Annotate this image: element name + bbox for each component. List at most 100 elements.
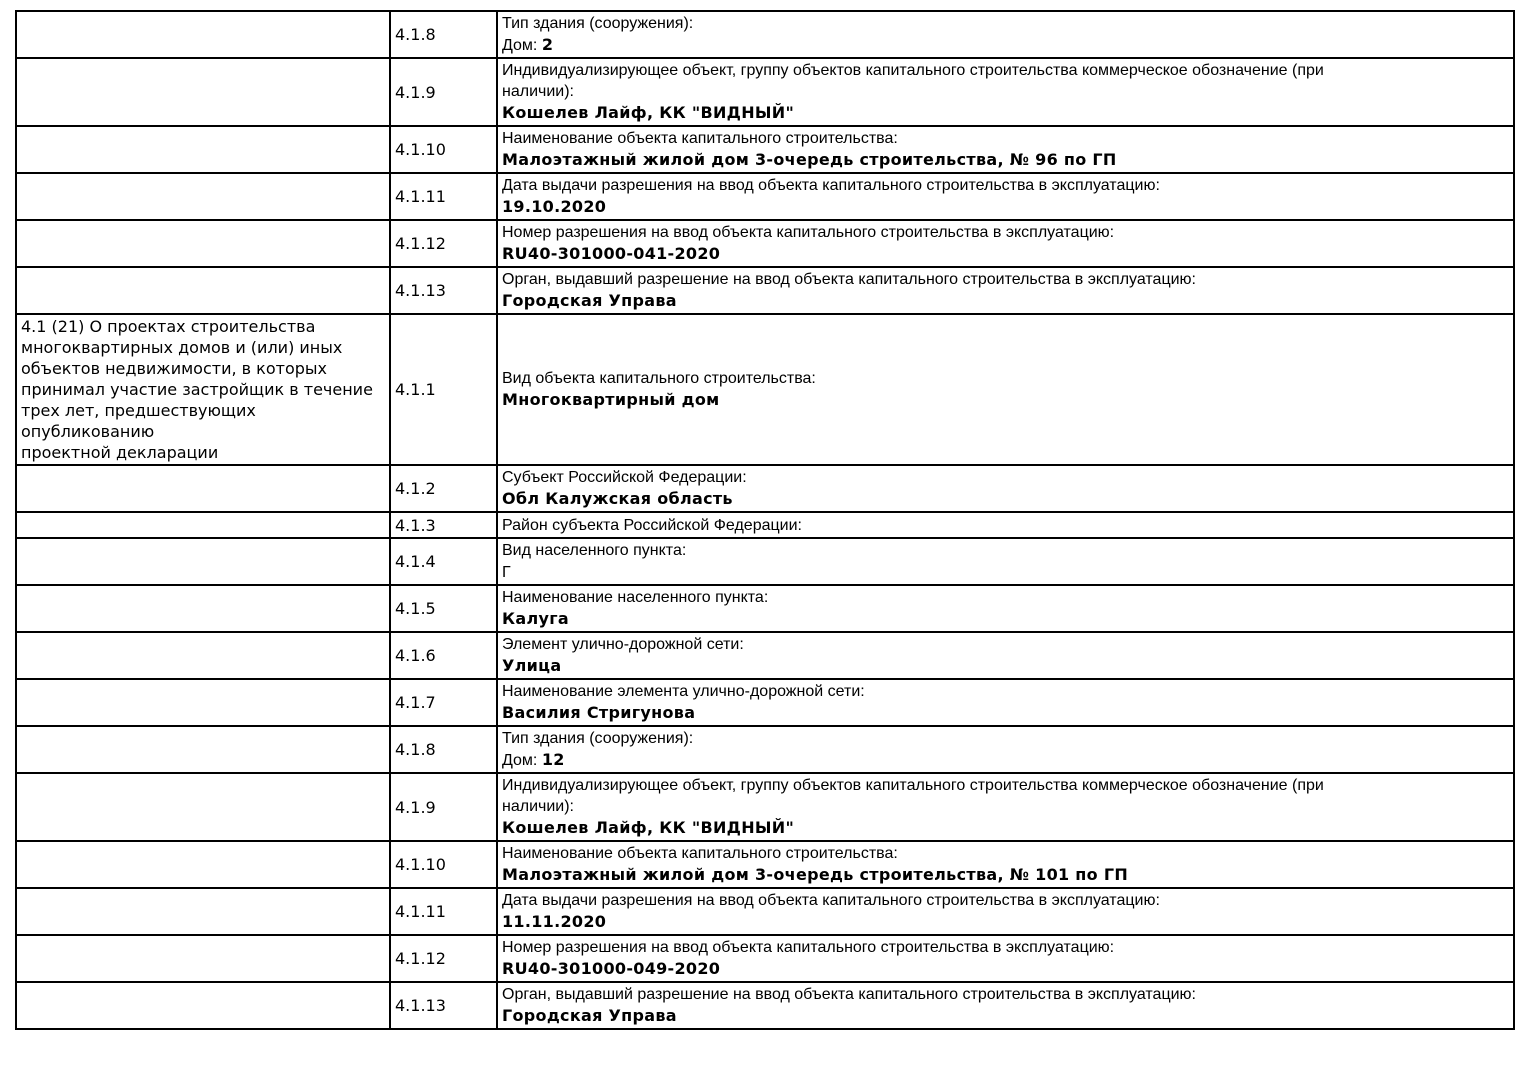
field-cell: Номер разрешения на ввод объекта капитал… xyxy=(496,934,1515,983)
row-code: 4.1.9 xyxy=(395,82,436,102)
field-cell: Индивидуализирующее объект, группу объек… xyxy=(496,57,1515,127)
section-cell xyxy=(15,887,391,936)
field-label: Индивидуализирующее объект, группу объек… xyxy=(502,62,1324,100)
section-cell xyxy=(15,511,391,539)
row-code: 4.1.7 xyxy=(395,693,436,712)
field-value-line: Улица xyxy=(502,655,1509,677)
field-value: Кошелев Лайф, КК "ВИДНЫЙ" xyxy=(502,103,795,122)
code-cell: 4.1.5 xyxy=(389,584,498,633)
field-value-line: Дом: 12 xyxy=(502,749,1509,771)
field-value: Кошелев Лайф, КК "ВИДНЫЙ" xyxy=(502,818,795,837)
table-row: 4.1.6 Элемент улично-дорожной сети: Улиц… xyxy=(15,631,1515,680)
table-row: 4.1.10 Наименование объекта капитального… xyxy=(15,125,1515,174)
table-row: 4.1.12 Номер разрешения на ввод объекта … xyxy=(15,219,1515,268)
table-row: 4.1.7 Наименование элемента улично-дорож… xyxy=(15,678,1515,727)
field-cell: Наименование населенного пункта: Калуга xyxy=(496,584,1515,633)
value-prefix: Дом: xyxy=(502,752,542,769)
field-value-line: 19.10.2020 xyxy=(502,196,1509,218)
table-row: 4.1.3 Район субъекта Российской Федераци… xyxy=(15,511,1515,539)
field-label: Наименование объекта капитального строит… xyxy=(502,845,898,862)
field-label: Тип здания (сооружения): xyxy=(502,15,694,32)
section-cell xyxy=(15,772,391,842)
table-row: 4.1.2 Субъект Российской Федерации: Обл … xyxy=(15,464,1515,513)
table-row: 4.1.9 Индивидуализирующее объект, группу… xyxy=(15,772,1515,842)
field-cell: Дата выдачи разрешения на ввод объекта к… xyxy=(496,887,1515,936)
field-label: Субъект Российской Федерации: xyxy=(502,469,747,486)
section-cell xyxy=(15,464,391,513)
field-value: 2 xyxy=(541,35,554,54)
field-value: Малоэтажный жилой дом 3-очередь строител… xyxy=(502,150,1117,169)
field-label: Дата выдачи разрешения на ввод объекта к… xyxy=(502,177,1160,194)
field-cell: Тип здания (сооружения): Дом: 2 xyxy=(496,10,1515,59)
field-label: Дата выдачи разрешения на ввод объекта к… xyxy=(502,892,1160,909)
field-cell: Вид населенного пункта: Г xyxy=(496,537,1515,586)
section-cell xyxy=(15,678,391,727)
field-label: Номер разрешения на ввод объекта капитал… xyxy=(502,224,1115,241)
field-cell: Орган, выдавший разрешение на ввод объек… xyxy=(496,981,1515,1030)
field-label: Наименование населенного пункта: xyxy=(502,589,769,606)
section-cell xyxy=(15,172,391,221)
section-cell xyxy=(15,219,391,268)
field-cell: Индивидуализирующее объект, группу объек… xyxy=(496,772,1515,842)
field-value: Василия Стригунова xyxy=(502,703,696,722)
field-value-line: RU40-301000-041-2020 xyxy=(502,243,1509,265)
field-cell: Элемент улично-дорожной сети: Улица xyxy=(496,631,1515,680)
row-code: 4.1.9 xyxy=(395,797,436,817)
field-value-line: Обл Калужская область xyxy=(502,488,1509,510)
field-cell: Орган, выдавший разрешение на ввод объек… xyxy=(496,266,1515,315)
field-value: Городская Управа xyxy=(502,291,677,310)
field-cell: Субъект Российской Федерации: Обл Калужс… xyxy=(496,464,1515,513)
code-cell: 4.1.12 xyxy=(389,934,498,983)
section-cell xyxy=(15,840,391,889)
row-code: 4.1.12 xyxy=(395,234,446,253)
field-label: Вид объекта капитального строительства: xyxy=(502,370,816,387)
code-cell: 4.1.10 xyxy=(389,125,498,174)
field-value-line: Василия Стригунова xyxy=(502,702,1509,724)
field-value-line: Многоквартирный дом xyxy=(502,389,1509,411)
field-cell: Вид объекта капитального строительства: … xyxy=(496,313,1515,466)
field-cell: Наименование элемента улично-дорожной се… xyxy=(496,678,1515,727)
code-cell: 4.1.8 xyxy=(389,10,498,59)
row-code: 4.1.3 xyxy=(395,515,436,535)
code-cell: 4.1.8 xyxy=(389,725,498,774)
declaration-table: 4.1.8 Тип здания (сооружения): Дом: 2 4.… xyxy=(15,10,1515,1030)
row-code: 4.1.6 xyxy=(395,646,436,665)
field-value: 12 xyxy=(541,750,565,769)
section-cell xyxy=(15,537,391,586)
table-row: 4.1 (21) О проектах строительства многок… xyxy=(15,313,1515,466)
field-value-line: Кошелев Лайф, КК "ВИДНЫЙ" xyxy=(502,817,1509,839)
row-code: 4.1.5 xyxy=(395,599,436,618)
row-code: 4.1.12 xyxy=(395,949,446,968)
field-cell: Район субъекта Российской Федерации: xyxy=(496,511,1515,539)
section-cell xyxy=(15,57,391,127)
section-cell xyxy=(15,725,391,774)
section-cell xyxy=(15,266,391,315)
row-code: 4.1.10 xyxy=(395,140,446,159)
row-code: 4.1.8 xyxy=(395,25,436,44)
section-cell xyxy=(15,10,391,59)
field-value-line: Дом: 2 xyxy=(502,34,1509,56)
row-code: 4.1.10 xyxy=(395,855,446,874)
declaration-table-body: 4.1.8 Тип здания (сооружения): Дом: 2 4.… xyxy=(15,10,1515,1030)
field-value: Малоэтажный жилой дом 3-очередь строител… xyxy=(502,865,1129,884)
code-cell: 4.1.11 xyxy=(389,172,498,221)
section-cell xyxy=(15,584,391,633)
field-value-line: Кошелев Лайф, КК "ВИДНЫЙ" xyxy=(502,102,1509,124)
table-row: 4.1.10 Наименование объекта капитального… xyxy=(15,840,1515,889)
field-value-line: Малоэтажный жилой дом 3-очередь строител… xyxy=(502,864,1509,886)
table-row: 4.1.13 Орган, выдавший разрешение на вво… xyxy=(15,981,1515,1030)
code-cell: 4.1.6 xyxy=(389,631,498,680)
code-cell: 4.1.7 xyxy=(389,678,498,727)
field-value-line: Г xyxy=(502,561,1509,583)
table-row: 4.1.12 Номер разрешения на ввод объекта … xyxy=(15,934,1515,983)
field-value-line: Малоэтажный жилой дом 3-очередь строител… xyxy=(502,149,1509,171)
table-row: 4.1.5 Наименование населенного пункта: К… xyxy=(15,584,1515,633)
row-code: 4.1.13 xyxy=(395,996,446,1015)
table-row: 4.1.8 Тип здания (сооружения): Дом: 2 xyxy=(15,10,1515,59)
value-prefix: Г xyxy=(502,564,511,581)
field-value-line: Калуга xyxy=(502,608,1509,630)
code-cell: 4.1.10 xyxy=(389,840,498,889)
field-label: Вид населенного пункта: xyxy=(502,542,687,559)
field-value: Улица xyxy=(502,656,562,675)
